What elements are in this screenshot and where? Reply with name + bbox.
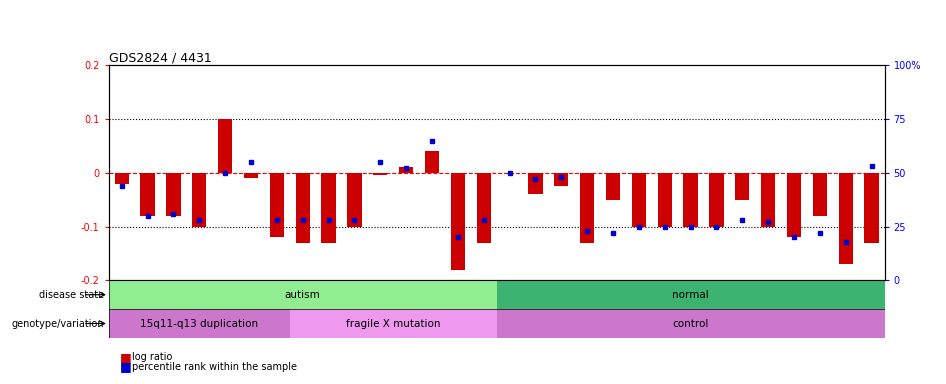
Bar xyxy=(813,173,827,216)
Bar xyxy=(244,173,258,178)
Bar xyxy=(166,173,181,216)
Bar xyxy=(838,173,853,264)
Bar xyxy=(289,309,497,338)
Bar xyxy=(554,173,569,186)
Bar xyxy=(528,173,543,194)
Bar xyxy=(865,173,879,243)
Bar xyxy=(270,173,284,237)
Text: normal: normal xyxy=(673,290,709,300)
Bar xyxy=(580,173,594,243)
Bar xyxy=(109,309,289,338)
Bar xyxy=(425,151,439,173)
Text: GDS2824 / 4431: GDS2824 / 4431 xyxy=(109,51,212,64)
Text: disease state: disease state xyxy=(39,290,104,300)
Bar xyxy=(710,173,724,227)
Bar xyxy=(192,173,206,227)
Bar xyxy=(109,280,497,309)
Bar xyxy=(477,173,491,243)
Text: ■: ■ xyxy=(120,351,131,364)
Bar xyxy=(683,173,698,227)
Bar xyxy=(497,280,885,309)
Text: log ratio: log ratio xyxy=(132,352,173,362)
Bar xyxy=(399,167,413,173)
Bar xyxy=(450,173,465,270)
Bar xyxy=(373,173,388,175)
Bar xyxy=(735,173,749,200)
Bar xyxy=(605,173,621,200)
Text: control: control xyxy=(673,318,709,329)
Bar xyxy=(787,173,801,237)
Text: 15q11-q13 duplication: 15q11-q13 duplication xyxy=(140,318,258,329)
Text: autism: autism xyxy=(285,290,321,300)
Bar xyxy=(114,173,129,184)
Text: fragile X mutation: fragile X mutation xyxy=(346,318,441,329)
Text: percentile rank within the sample: percentile rank within the sample xyxy=(132,362,297,372)
Text: genotype/variation: genotype/variation xyxy=(11,318,104,329)
Bar xyxy=(632,173,646,227)
Bar xyxy=(218,119,233,173)
Bar xyxy=(347,173,361,227)
Bar xyxy=(295,173,310,243)
Bar xyxy=(657,173,672,227)
Bar xyxy=(761,173,776,227)
Bar xyxy=(497,309,885,338)
Text: ■: ■ xyxy=(120,360,131,373)
Bar xyxy=(140,173,155,216)
Bar xyxy=(322,173,336,243)
